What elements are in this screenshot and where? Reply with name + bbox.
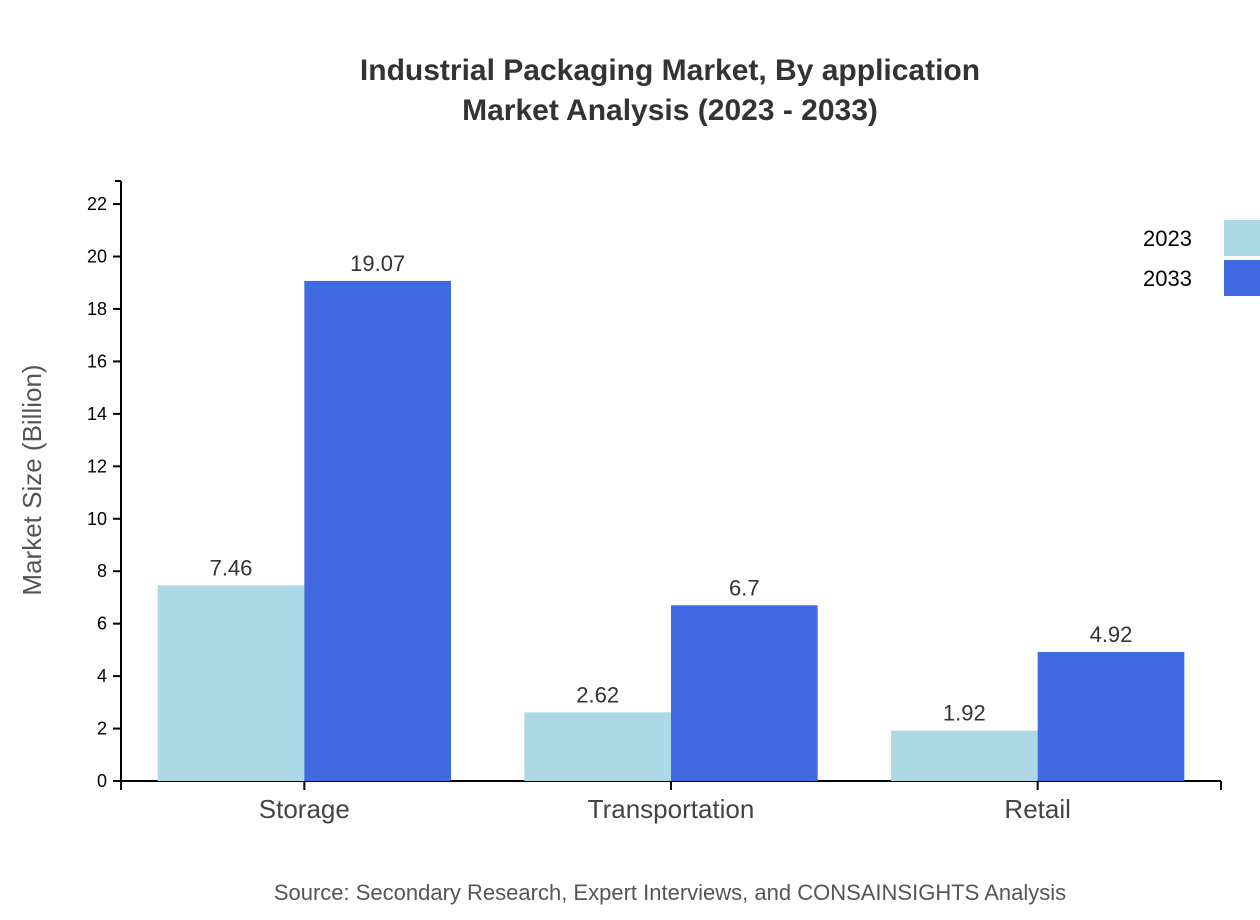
- data-label: 7.46: [210, 555, 253, 580]
- bar-2023-transportation: [524, 712, 671, 781]
- data-label: 4.92: [1090, 622, 1133, 647]
- legend-swatch-2023: [1224, 220, 1260, 256]
- y-tick-label: 14: [87, 404, 107, 424]
- source-note: Source: Secondary Research, Expert Inter…: [274, 880, 1066, 905]
- y-axis-label: Market Size (Billion): [17, 364, 47, 595]
- bar-2033-retail: [1037, 651, 1185, 781]
- legend-label: 2033: [1143, 266, 1192, 291]
- chart-subtitle: Market Analysis (2023 - 2033): [462, 94, 878, 127]
- x-axis: Storage Transportation Retail: [120, 780, 1222, 824]
- data-label: 6.7: [729, 575, 760, 600]
- bar-2023-storage: [157, 585, 305, 781]
- legend: 2023 2033: [1143, 220, 1260, 296]
- x-tick-label: Storage: [259, 794, 350, 824]
- data-label: 19.07: [350, 251, 405, 276]
- bars: 7.46 19.07 2.62 6.7 1.92 4.92: [157, 251, 1185, 781]
- y-tick-label: 8: [97, 561, 107, 581]
- data-label: 2.62: [576, 682, 619, 707]
- y-axis: 0 2 4 6 8 10 12 14 16 18 20 22: [87, 180, 122, 791]
- y-tick-label: 20: [87, 247, 107, 267]
- bar-2033-transportation: [671, 605, 818, 781]
- legend-swatch-2033: [1224, 260, 1260, 296]
- legend-label: 2023: [1143, 226, 1192, 251]
- data-label: 1.92: [943, 701, 986, 726]
- bar-2023-retail: [891, 730, 1038, 781]
- bar-2033-storage: [304, 280, 451, 781]
- y-tick-label: 22: [87, 194, 107, 214]
- y-tick-label: 2: [97, 719, 107, 739]
- x-tick-label: Retail: [1004, 794, 1070, 824]
- chart-title: Industrial Packaging Market, By applicat…: [360, 54, 980, 87]
- y-tick-label: 10: [87, 509, 107, 529]
- y-tick-label: 4: [97, 666, 107, 686]
- y-tick-label: 18: [87, 299, 107, 319]
- x-tick-label: Transportation: [588, 794, 755, 824]
- y-tick-label: 6: [97, 614, 107, 634]
- y-tick-label: 0: [97, 771, 107, 791]
- y-tick-label: 12: [87, 456, 107, 476]
- y-tick-label: 16: [87, 351, 107, 371]
